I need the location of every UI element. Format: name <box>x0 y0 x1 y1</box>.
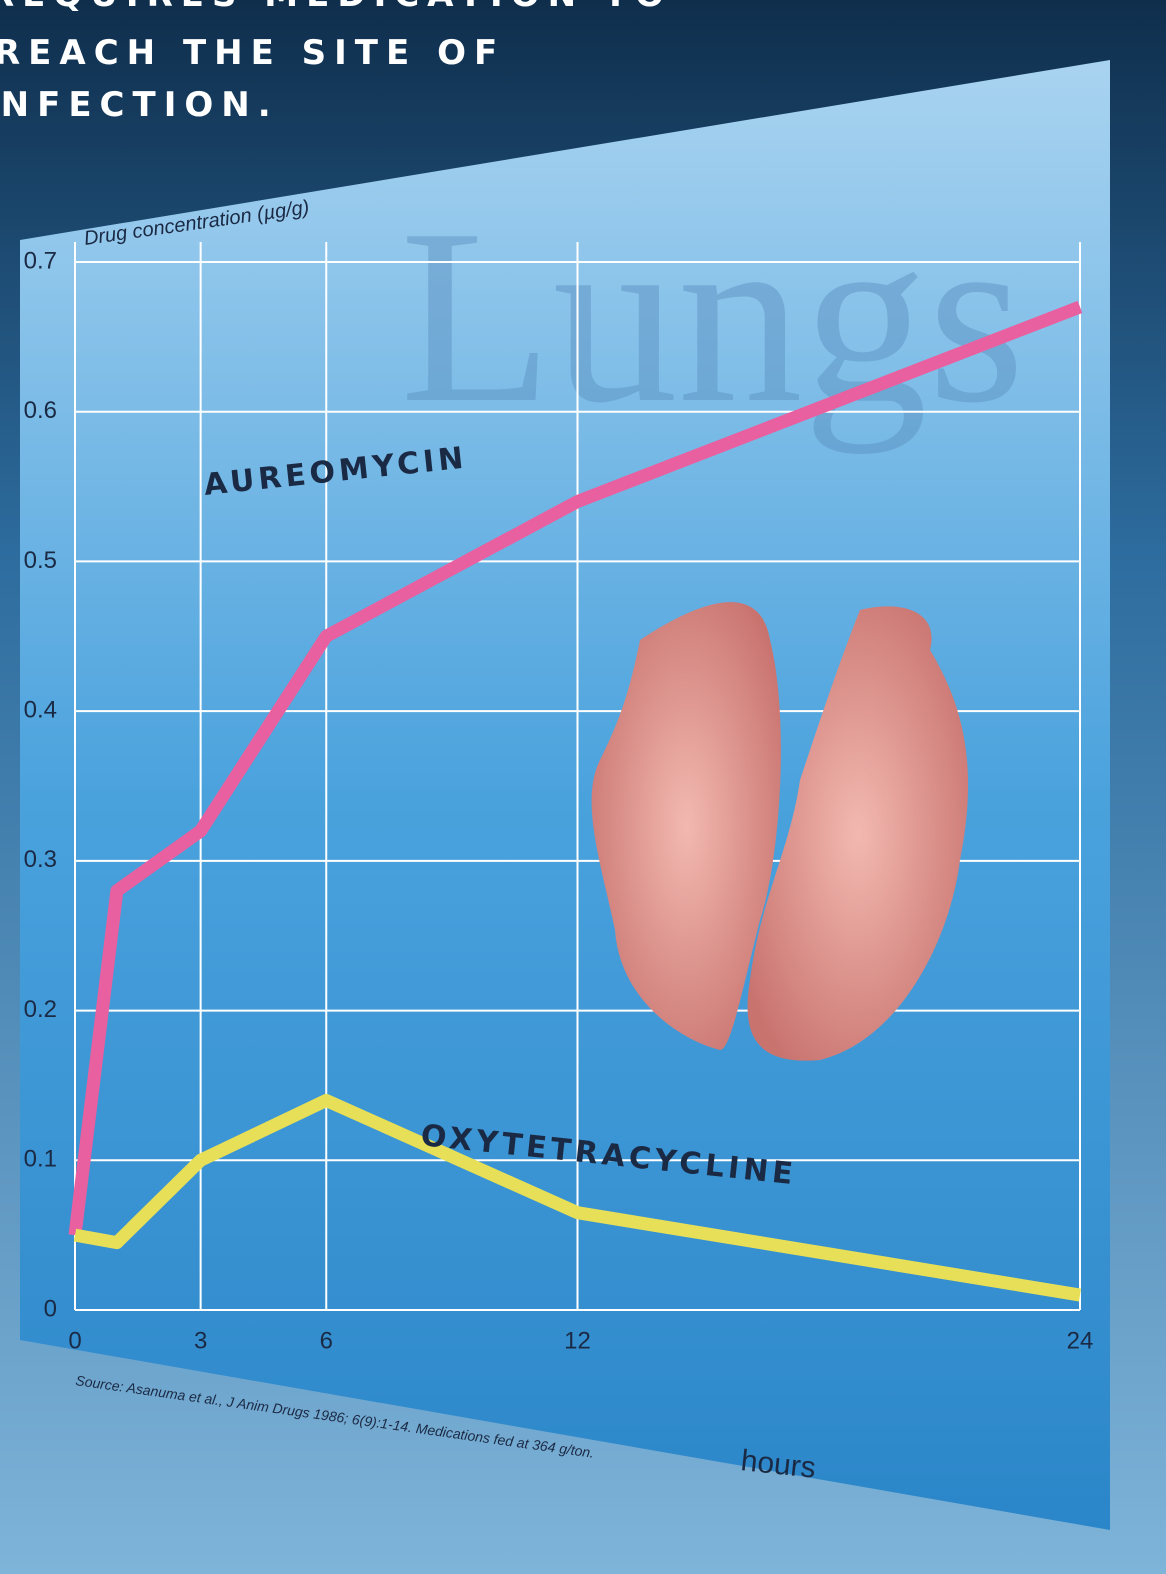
x-tick-label: 0 <box>68 1327 81 1354</box>
y-tick-label: 0.3 <box>24 846 57 873</box>
chart: REQUIRES MEDICATION TO REACH THE SITE OF… <box>0 0 1166 1574</box>
x-tick-label: 6 <box>320 1327 333 1354</box>
watermark: Lungs <box>400 178 1025 455</box>
x-tick-label: 12 <box>564 1327 591 1354</box>
y-tick-label: 0.5 <box>24 547 57 574</box>
y-tick-label: 0.4 <box>24 696 57 723</box>
title-line: INFECTION. <box>0 85 279 125</box>
page: REQUIRES MEDICATION TO REACH THE SITE OF… <box>0 0 1166 1574</box>
y-tick-label: 0.1 <box>24 1146 57 1173</box>
title-line: REACH THE SITE OF <box>0 33 505 73</box>
x-tick-label: 3 <box>194 1327 207 1354</box>
y-tick-label: 0 <box>44 1295 57 1322</box>
title-line: REQUIRES MEDICATION TO <box>0 0 672 15</box>
x-tick-label: 24 <box>1067 1327 1094 1354</box>
y-tick-label: 0.2 <box>24 996 57 1023</box>
y-tick-label: 0.7 <box>24 247 57 274</box>
y-tick-label: 0.6 <box>24 397 57 424</box>
